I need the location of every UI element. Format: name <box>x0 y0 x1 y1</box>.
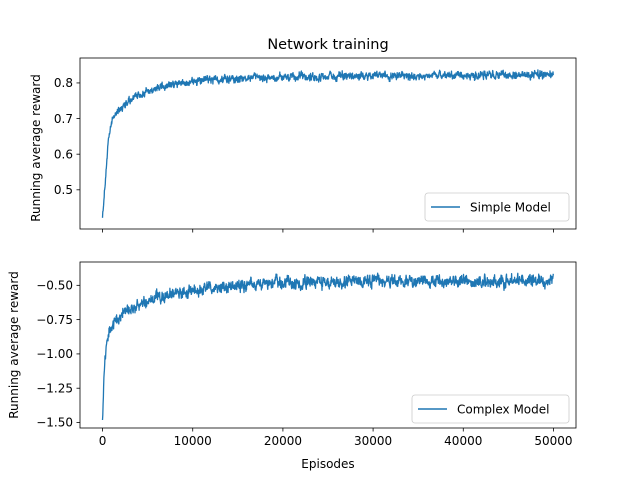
y-tick-label: −1.00 <box>36 347 73 361</box>
y-tick-label: −1.50 <box>36 416 73 430</box>
tick-layer-bottom: 0 10000 20000 30000 40000 50000 −1.50 −1.25 −1.0… <box>36 279 572 448</box>
chart-title: Network training <box>267 37 388 53</box>
x-tick-label: 30000 <box>354 434 392 448</box>
y-axis-label-bottom: Running average reward <box>7 271 21 419</box>
y-tick-label: −0.50 <box>36 279 73 293</box>
x-tick-label: 10000 <box>174 434 212 448</box>
series-layer-bottom <box>101 272 554 421</box>
legend-label-complex: Complex Model <box>457 403 549 417</box>
x-tick-label: 0 <box>99 434 107 448</box>
legend-box-bottom <box>411 394 570 424</box>
legend-label-simple: Simple Model <box>470 201 551 215</box>
series-layer-top <box>101 69 554 218</box>
y-tick-label: −1.25 <box>36 381 73 395</box>
legend-box-top <box>424 192 570 222</box>
x-tick-label: 20000 <box>264 434 302 448</box>
x-axis-label: Episodes <box>301 457 354 471</box>
series-line-1-0 <box>101 272 554 421</box>
legend-bottom: Complex Model <box>411 394 570 424</box>
simple-model-panel: Network training Running average reward … <box>29 37 577 233</box>
plot-frame-bottom <box>79 261 577 429</box>
legend-top: Simple Model <box>424 192 570 222</box>
x-tick-label: 40000 <box>444 434 482 448</box>
y-tick-label: 0.5 <box>54 183 73 197</box>
y-tick-label: −0.75 <box>36 313 73 327</box>
y-tick-label: 0.7 <box>54 112 73 126</box>
series-line-0-0 <box>101 69 554 218</box>
complex-model-panel: Running average reward Episodes 0 10000 20… <box>7 261 577 471</box>
tick-layer-top: 0.5 0.6 0.7 0.8 <box>54 76 554 233</box>
x-tick-label: 50000 <box>534 434 572 448</box>
y-axis-label-top: Running average reward <box>29 74 43 222</box>
y-tick-label: 0.6 <box>54 147 73 161</box>
plot-frame-top <box>79 57 577 230</box>
y-tick-label: 0.8 <box>54 76 73 90</box>
